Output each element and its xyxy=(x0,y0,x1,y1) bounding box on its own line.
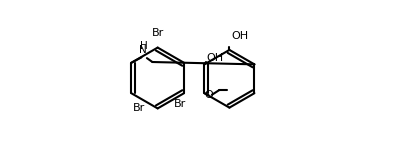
Text: Br: Br xyxy=(174,100,186,110)
Text: O: O xyxy=(205,90,213,100)
Text: N: N xyxy=(139,45,147,55)
Text: OH: OH xyxy=(231,31,248,41)
Text: Br: Br xyxy=(133,103,145,113)
Text: OH: OH xyxy=(207,53,224,63)
Text: Br: Br xyxy=(152,28,164,38)
Text: H: H xyxy=(140,41,148,51)
